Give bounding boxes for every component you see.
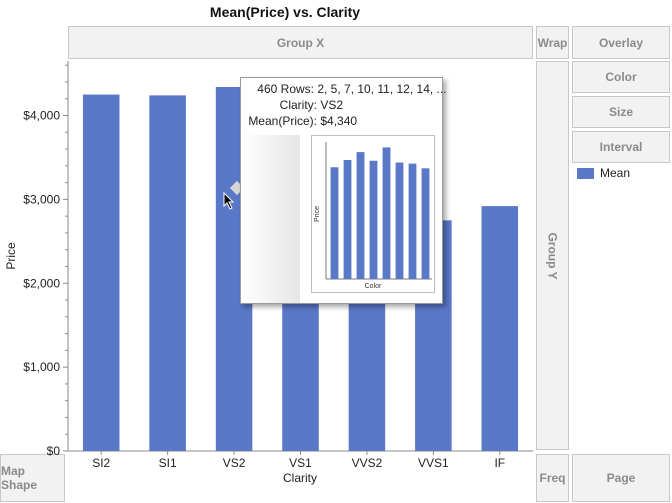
tooltip-rows: 460 Rows: 2, 5, 7, 10, 11, 12, 14, ... [247,82,447,96]
group-y-zone[interactable]: Group Y [536,61,569,450]
thumb-bar [382,147,391,279]
thumb-bars-group [330,147,430,279]
interval-zone[interactable]: Interval [572,131,670,163]
x-tick-label: VVS2 [352,456,383,470]
freq-zone[interactable]: Freq [536,454,569,502]
y-axis-label: Price [4,242,18,270]
legend-item-mean[interactable]: Mean [577,166,630,180]
page-label: Page [606,471,636,485]
thumb-bar [408,163,417,279]
y-tick-label: $2,000 [23,276,60,290]
y-tick-label: $0 [47,444,61,458]
freq-label: Freq [539,471,566,485]
group-x-zone[interactable]: Group X [68,26,533,59]
thumb-bar [395,162,404,279]
x-tick-label: VVS1 [418,456,449,470]
thumb-bar [343,160,352,279]
x-tick-label: VS1 [289,456,312,470]
tooltip-thumbnail-chart: Price Color [311,135,435,293]
thumb-bar [421,168,430,279]
bar-si2[interactable] [82,94,120,451]
y-tick-label: $1,000 [23,360,60,374]
thumb-bar [369,160,378,279]
pointer-cursor-icon [223,192,235,210]
overlay-zone[interactable]: Overlay [572,26,670,59]
map-shape-zone[interactable]: Map Shape [0,454,65,502]
size-label: Size [608,105,633,119]
y-ticks-group: $0 $1,000 $2,000 $3,000 $4,000 [23,64,68,458]
wrap-label: Wrap [537,35,568,50]
thumb-bar [330,167,339,279]
overlay-label: Overlay [598,35,644,50]
y-tick-label: $3,000 [23,192,60,206]
size-zone[interactable]: Size [572,96,670,128]
legend-swatch [577,167,594,179]
tooltip-clarity-value: VS2 [320,98,344,112]
thumb-y-label: Price [314,206,321,222]
x-tick-label: VS2 [223,456,246,470]
hover-tooltip: 460 Rows: 2, 5, 7, 10, 11, 12, 14, ... C… [240,77,447,304]
tooltip-rows-value: 2, 5, 7, 10, 11, 12, 14, ... [317,82,447,96]
color-zone[interactable]: Color [572,61,670,93]
tooltip-clarity: Clarity: VS2 [247,98,343,112]
tooltip-rows-label: 460 Rows: [257,82,314,96]
wrap-zone[interactable]: Wrap [536,26,569,59]
chart-title: Mean(Price) vs. Clarity [209,4,361,20]
tooltip-mean-label: Mean(Price): [248,114,317,128]
x-axis-label: Clarity [283,471,317,485]
group-x-label: Group X [276,35,325,50]
x-tick-label: SI1 [159,456,177,470]
interval-label: Interval [599,140,643,154]
bar-si1[interactable] [149,95,186,452]
thumb-bar [356,152,365,279]
thumb-x-label: Color [365,283,382,290]
tooltip-mean-value: $4,340 [320,114,358,128]
x-tick-label: SI2 [92,456,110,470]
map-shape-label: Map Shape [1,464,38,492]
legend-label: Mean [600,166,631,180]
color-label: Color [605,70,637,84]
tooltip-clarity-label: Clarity: [279,98,317,112]
page-zone[interactable]: Page [572,454,670,502]
bar-if[interactable] [481,206,519,451]
tooltip-side-panel [242,135,300,303]
x-ticks-group: SI2 SI1 VS2 VS1 VVS2 VVS1 IF [92,451,505,470]
tooltip-mean: Mean(Price): $4,340 [247,114,357,128]
y-tick-label: $4,000 [23,109,60,123]
x-tick-label: IF [494,456,505,470]
